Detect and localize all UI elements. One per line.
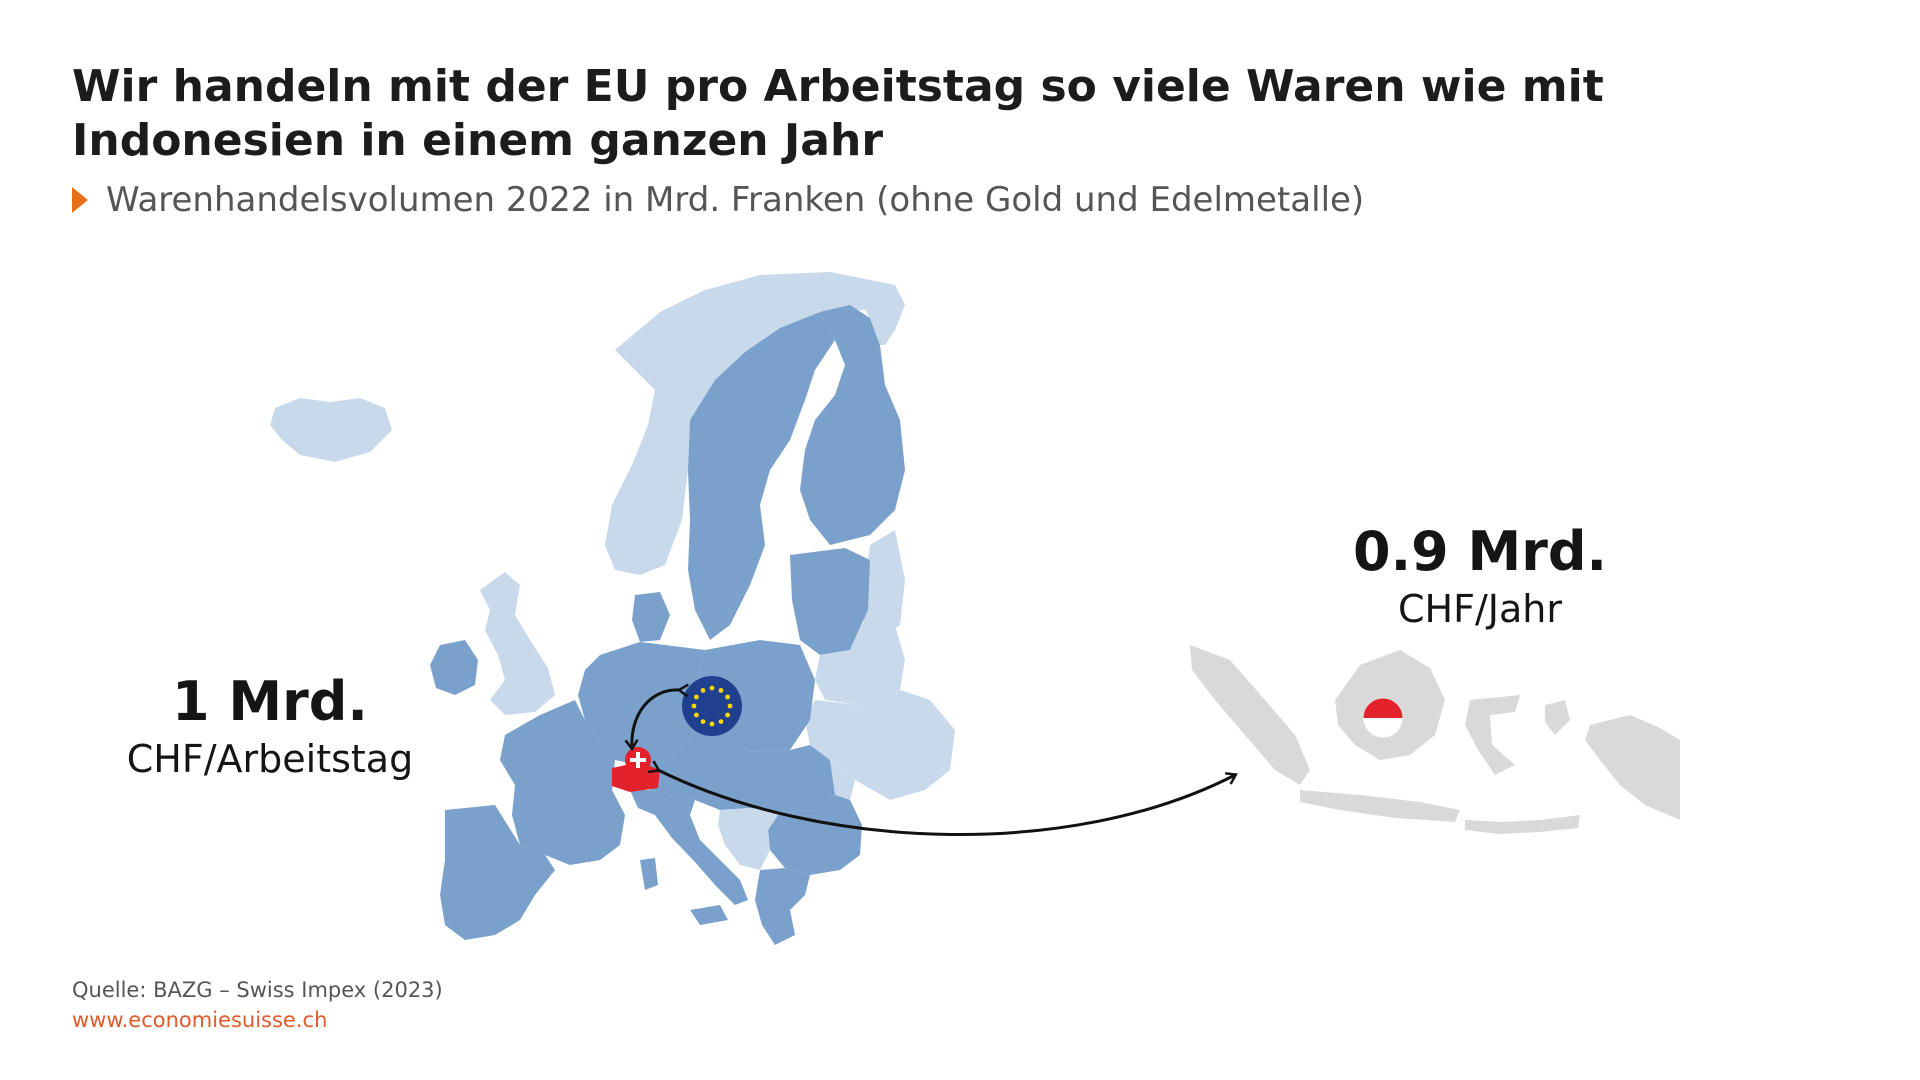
belarus-shape [815, 612, 905, 705]
switzerland-shape [612, 762, 660, 792]
indonesia-trade-stat: 0.9 Mrd. CHF/Jahr [1330, 520, 1630, 631]
russia-shape [860, 285, 905, 640]
norway-shape [605, 272, 905, 575]
subtitle-text: Warenhandelsvolumen 2022 in Mrd. Franken… [106, 180, 1365, 220]
papua-shape [1585, 715, 1680, 820]
ireland-shape [430, 640, 478, 695]
source-text: Quelle: BAZG – Swiss Impex (2023) [72, 978, 443, 1002]
indonesia-trade-unit: CHF/Jahr [1398, 587, 1562, 631]
swiss-flag-icon [625, 747, 651, 773]
page-title: Wir handeln mit der EU pro Arbeitstag so… [72, 61, 1604, 166]
sardinia-shape [640, 858, 658, 890]
france-shape [500, 700, 625, 865]
greece-shape [755, 868, 810, 945]
indonesia-trade-value: 0.9 Mrd. [1353, 520, 1607, 583]
uk-shape [480, 572, 555, 715]
footer: Quelle: BAZG – Swiss Impex (2023) www.ec… [72, 975, 443, 1035]
denmark-shape [632, 592, 670, 642]
iceland-shape [270, 398, 392, 462]
indonesia-flag-icon [1362, 697, 1404, 739]
java-shape [1300, 790, 1460, 822]
subtitle: Warenhandelsvolumen 2022 in Mrd. Franken… [72, 180, 1364, 220]
maluku-shape [1545, 700, 1570, 735]
eu-trade-value: 1 Mrd. [172, 670, 368, 733]
triangle-bullet-icon [72, 187, 88, 213]
indonesia-trade-arrow [658, 770, 1235, 837]
eu-flag-icon [682, 676, 742, 736]
finland-shape [800, 305, 905, 545]
website-link[interactable]: www.economiesuisse.ch [72, 1008, 328, 1032]
sulawesi-shape [1465, 695, 1520, 775]
balkans-shape [718, 808, 780, 870]
eu-trade-stat: 1 Mrd. CHF/Arbeitstag [90, 670, 450, 781]
baltics-shape [790, 548, 870, 655]
sweden-shape [688, 312, 835, 640]
sicily-shape [690, 905, 728, 925]
europe-map [270, 272, 955, 945]
lesser-sunda-shape [1465, 815, 1580, 834]
eu-trade-unit: CHF/Arbeitstag [126, 737, 414, 781]
iberia-shape [440, 805, 555, 940]
sumatra-shape [1190, 645, 1310, 785]
italy-shape [630, 790, 748, 905]
eu-trade-arrow [632, 690, 680, 748]
indonesia-map [1190, 645, 1680, 834]
